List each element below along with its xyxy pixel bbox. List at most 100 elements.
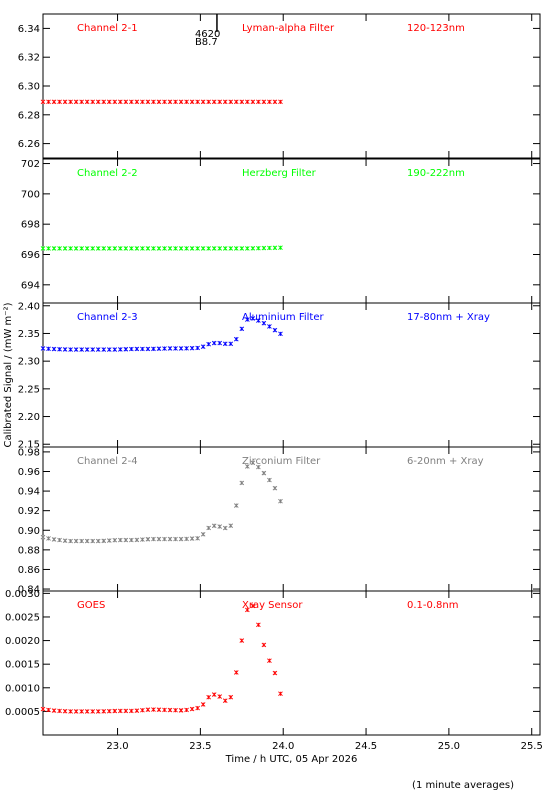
data-point [101,347,107,352]
data-point [189,345,195,351]
data-point [206,694,211,700]
data-point [245,99,250,105]
data-point [267,324,272,329]
panel-channel-label: GOES [77,600,105,611]
data-point [200,531,206,537]
data-point [51,99,57,105]
panel-channel-label: Channel 2-2 [77,168,138,179]
marker-annotation-line2: B8.7 [195,37,218,48]
data-point [140,346,145,352]
data-point [134,708,140,714]
panel-band-label: 120-123nm [407,23,465,34]
x-tick-label: 24.0 [272,741,294,752]
y-tick-label: 6.34 [18,24,40,35]
data-point [46,99,51,105]
data-point [129,99,134,105]
data-point [62,708,68,714]
data-point [145,246,151,251]
data-point [73,347,79,352]
data-point [140,707,145,713]
data-point [250,99,256,105]
data-point [73,246,79,251]
data-point [129,246,134,251]
y-tick-label: 0.0030 [5,589,40,600]
data-point [184,346,189,351]
data-point [261,642,267,648]
y-tick-label: 700 [21,189,40,200]
panel-band-label: 190-222nm [407,168,465,179]
data-point [140,537,145,542]
data-point [261,245,267,251]
data-point [156,707,162,713]
data-point [233,246,239,251]
y-tick-label: 2.20 [18,412,40,423]
data-point [62,347,68,352]
data-point [151,246,156,251]
panel-filter-label: Aluminium Filter [242,312,325,323]
data-point [189,706,195,712]
data-point [112,537,118,543]
data-point [84,538,90,544]
panel-channel-label: Channel 2-4 [77,456,138,467]
data-point [140,246,145,251]
data-point [68,347,73,352]
data-point [217,694,223,699]
data-point [123,246,129,251]
data-point [256,464,261,470]
data-point [195,246,200,251]
data-point [278,331,283,337]
panel-filter-label: Zirconium Filter [242,456,321,467]
data-point [233,99,239,105]
y-tick-label: 0.84 [18,585,40,596]
data-point [267,658,272,663]
y-tick-label: 6.32 [18,53,40,64]
data-point [156,346,162,352]
data-point [211,523,217,529]
data-point [256,99,261,105]
data-point [151,707,156,712]
data-point [200,702,206,707]
data-point [117,537,123,543]
data-point [90,347,96,352]
data-point [239,99,245,105]
data-point [267,477,272,483]
data-point [51,537,57,542]
data-point [73,99,79,105]
data-point [129,537,134,543]
data-point [228,694,234,700]
data-point [57,99,62,105]
data-point [68,709,73,714]
data-point [90,99,96,105]
data-point [184,707,189,713]
data-point [217,246,223,251]
data-point [84,347,90,352]
data-point [228,523,234,529]
data-point [123,99,129,105]
x-axis-label: Time / h UTC, 05 Apr 2026 [225,754,358,765]
data-point [117,347,123,352]
data-point [184,99,189,105]
data-point [222,246,228,251]
data-point [156,99,162,105]
data-point [129,708,134,714]
x-tick-label: 23.5 [189,741,211,752]
data-point [117,246,123,251]
data-point [184,246,189,251]
y-tick-label: 0.90 [18,526,40,537]
data-point [95,99,101,105]
data-point [267,245,272,251]
data-point [68,99,73,105]
data-point [267,99,272,105]
data-point [151,99,156,105]
panel-frame-3 [42,302,541,448]
data-point [200,344,206,349]
panel-band-label: 0.1-0.8nm [407,600,459,611]
y-tick-label: 0.88 [18,545,40,556]
data-point [134,99,140,105]
y-tick-label: 2.15 [18,440,40,451]
data-point [250,246,256,251]
y-tick-label: 2.30 [18,357,40,368]
x-tick-label: 25.5 [521,741,543,752]
y-tick-label: 0.0015 [5,660,40,671]
